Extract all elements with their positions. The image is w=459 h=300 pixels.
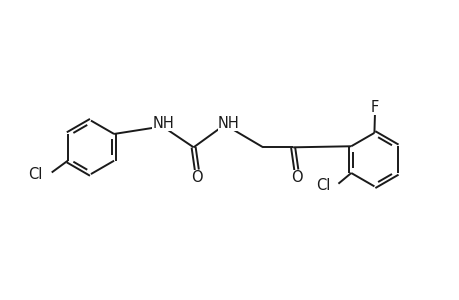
Text: O: O: [191, 170, 203, 185]
Text: NH: NH: [152, 116, 174, 131]
Text: NH: NH: [218, 116, 239, 131]
Text: F: F: [370, 100, 378, 115]
Text: Cl: Cl: [316, 178, 330, 193]
Text: O: O: [291, 170, 302, 185]
Text: Cl: Cl: [28, 167, 42, 182]
